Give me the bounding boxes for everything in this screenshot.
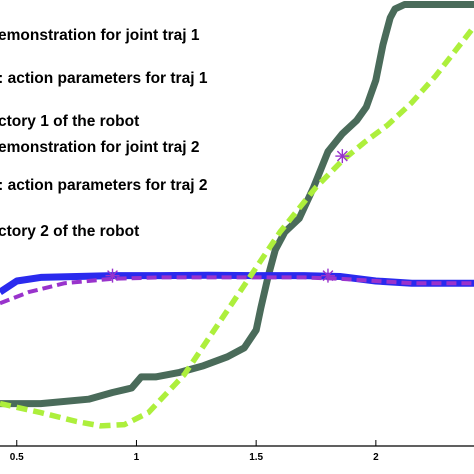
x-ticks: 0.5 1 1.5 2 xyxy=(10,440,379,463)
legend-entry-4: emonstration for joint traj 2 xyxy=(0,139,200,156)
x-tick-label: 1 xyxy=(134,452,140,463)
action-parameter-marker-2 xyxy=(320,268,335,283)
action-parameter-marker-3 xyxy=(335,149,350,164)
series-line-1 xyxy=(0,1,474,408)
legend: emonstration for joint traj 1 4: action p… xyxy=(0,27,208,240)
plot-lines xyxy=(0,1,474,429)
action-parameter-marker-1 xyxy=(105,268,120,283)
series-line-4 xyxy=(0,25,474,429)
legend-entry-1: emonstration for joint traj 1 xyxy=(0,27,200,44)
legend-entry-3: ctory 1 of the robot xyxy=(0,113,139,130)
legend-entry-6: ctory 2 of the robot xyxy=(0,223,139,240)
series-line-3 xyxy=(0,275,474,306)
x-tick-label: 0.5 xyxy=(10,452,24,463)
x-tick-label: 1.5 xyxy=(249,452,263,463)
plot-markers xyxy=(105,149,350,283)
legend-entry-5: 4: action parameters for traj 2 xyxy=(0,177,207,198)
x-tick-label: 2 xyxy=(373,452,379,463)
legend-entry-2: 4: action parameters for traj 1 xyxy=(0,70,208,91)
